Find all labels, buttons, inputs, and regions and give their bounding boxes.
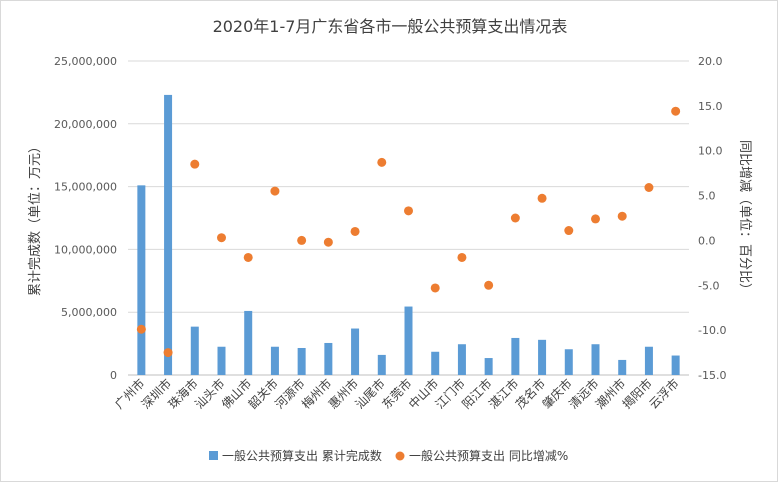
scatter-point	[537, 193, 547, 203]
scatter-point	[671, 106, 681, 116]
bar	[137, 185, 146, 375]
bar	[457, 344, 466, 375]
y-axis-ticks: 0 5,000,000 10,000,000 15,000,000 20,000,000…	[54, 55, 117, 382]
bar	[244, 310, 253, 375]
scatter-point	[377, 157, 387, 167]
scatter-point	[163, 348, 173, 358]
bar	[324, 342, 333, 375]
bar	[511, 337, 520, 375]
scatter-point	[484, 280, 494, 290]
scatter-point	[350, 226, 360, 236]
legend-label-dot: 一般公共预算支出 同比增减%	[409, 448, 568, 463]
scatter-point	[136, 324, 146, 334]
bar	[404, 306, 413, 375]
bar-series	[137, 94, 680, 376]
chart-title: 2020年1-7月广东省各市一般公共预算支出情况表	[213, 17, 568, 36]
bar	[351, 328, 360, 375]
scatter-point	[323, 237, 333, 247]
y-tick-label: 5,000,000	[61, 306, 117, 319]
scatter-point	[430, 283, 440, 293]
y-axis-title: 累计完成数（单位：万元）	[28, 140, 43, 296]
y2-tick-label: 15.0	[698, 100, 723, 113]
y2-tick-label: 10.0	[698, 145, 723, 158]
bar	[190, 326, 199, 375]
y2-tick-label: 0.0	[698, 234, 716, 247]
bar	[297, 347, 306, 375]
scatter-point	[457, 252, 467, 262]
scatter-point	[190, 159, 200, 169]
scatter-point	[243, 252, 253, 262]
scatter-series	[136, 106, 681, 358]
scatter-point	[297, 235, 307, 245]
scatter-point	[564, 226, 574, 236]
y2-tick-label: 5.0	[698, 190, 716, 203]
x-axis-labels: 广州市深圳市珠海市汕头市佛山市韶关市河源市梅州市惠州市汕尾市东莞市中山市江门市阳…	[111, 376, 681, 412]
y-tick-label: 0	[110, 369, 117, 382]
bar	[618, 359, 627, 375]
bar	[164, 94, 173, 376]
scatter-point	[217, 233, 226, 243]
y-tick-label: 15,000,000	[54, 181, 117, 194]
y2-tick-label: -5.0	[698, 279, 719, 292]
y-tick-label: 10,000,000	[54, 243, 117, 256]
bar	[484, 358, 493, 375]
scatter-point	[644, 182, 654, 192]
bar	[217, 346, 226, 375]
scatter-point	[591, 214, 600, 224]
scatter-point	[270, 186, 280, 196]
y2-axis-title: 同比增减（单位：百分比）	[737, 140, 752, 296]
y2-tick-label: -10.0	[698, 324, 726, 337]
bar	[671, 355, 680, 375]
legend-swatch-bar	[209, 451, 218, 460]
y2-axis-ticks: -15.0 -10.0 -5.0 0.0 5.0 10.0 15.0 20.0	[698, 55, 726, 382]
scatter-point	[404, 206, 413, 216]
legend: 一般公共预算支出 累计完成数 一般公共预算支出 同比增减%	[209, 448, 568, 463]
bar	[644, 346, 653, 375]
scatter-point	[617, 211, 627, 221]
bar	[538, 339, 547, 375]
bar	[431, 351, 440, 375]
bar	[270, 346, 279, 375]
scatter-point	[510, 213, 520, 223]
x-tick-label: 云浮市	[646, 376, 682, 412]
y2-tick-label: 20.0	[698, 55, 723, 68]
bar	[591, 344, 600, 375]
bar	[377, 354, 386, 375]
bar	[564, 349, 573, 375]
y2-tick-label: -15.0	[698, 369, 726, 382]
y-tick-label: 20,000,000	[54, 118, 117, 131]
legend-label-bar: 一般公共预算支出 累计完成数	[222, 448, 382, 463]
y-tick-label: 25,000,000	[54, 55, 117, 68]
legend-swatch-dot	[395, 451, 405, 461]
